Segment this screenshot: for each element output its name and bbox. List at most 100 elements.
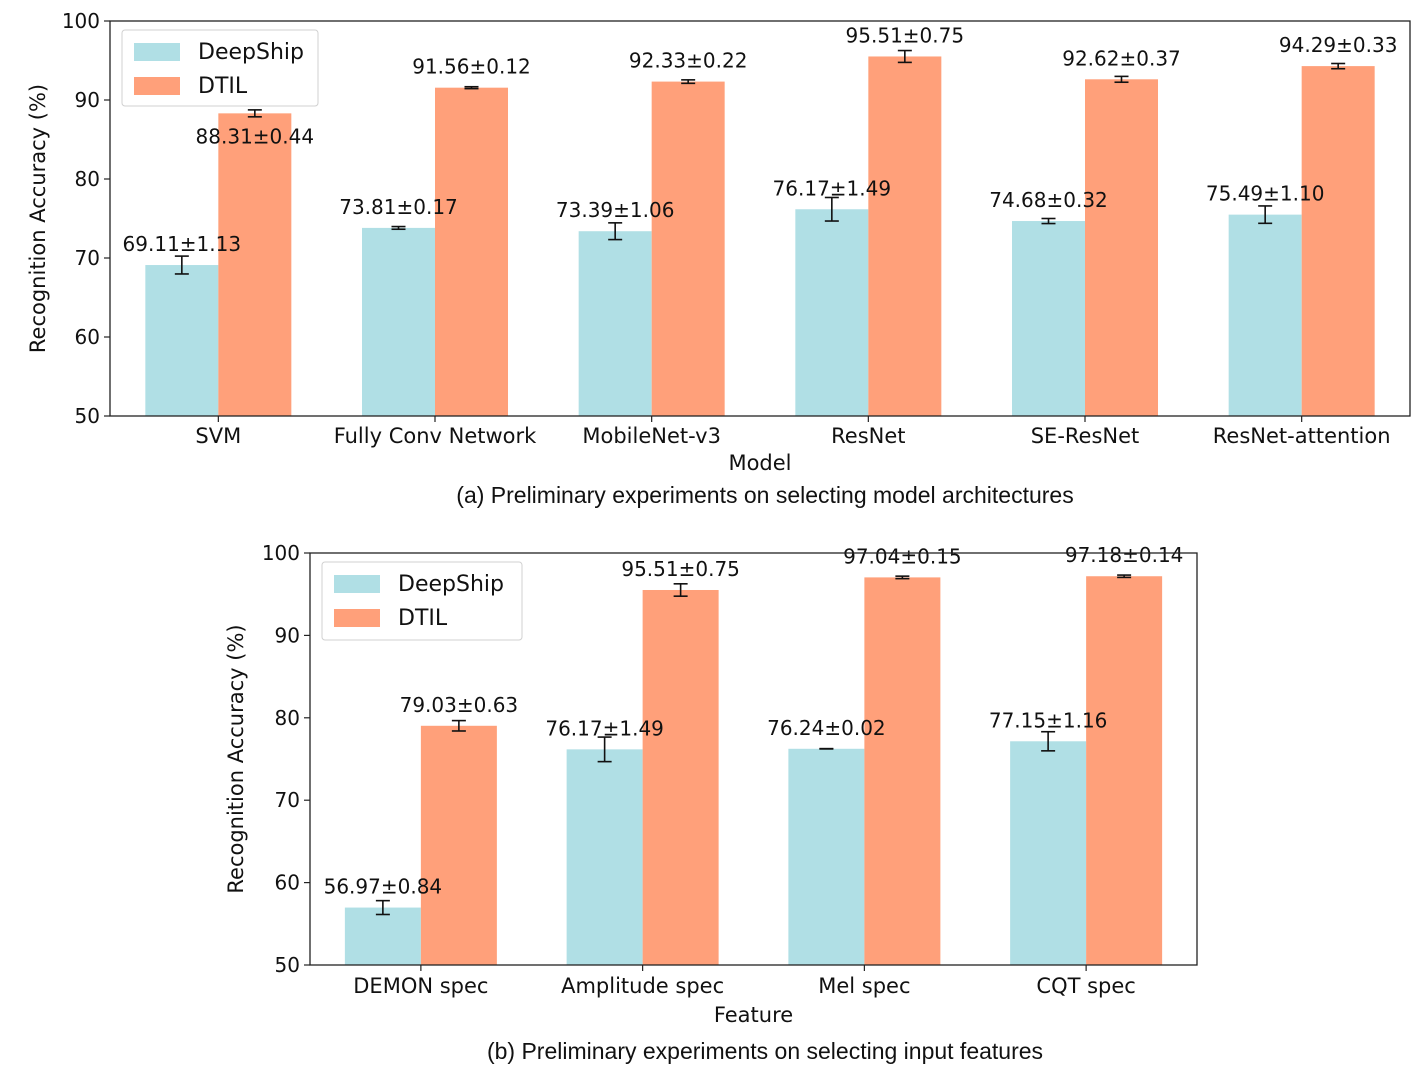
y-tick-label-a-60: 60 bbox=[75, 325, 100, 349]
bar-b-deepship-cqt-spec bbox=[1010, 741, 1087, 965]
y-tick-label-a-80: 80 bbox=[75, 167, 100, 191]
caption-a: (a) Preliminary experiments on selecting… bbox=[456, 482, 1073, 508]
legend-swatch-deepship-a bbox=[134, 43, 180, 61]
error-bar-a-dtil-resnet bbox=[897, 49, 912, 64]
error-bars-group-b bbox=[375, 574, 1132, 916]
bar-a-dtil-mobilenet-v3 bbox=[651, 81, 725, 416]
x-tick-label-a-svm: SVM bbox=[195, 424, 241, 448]
y-tick-label-b-90: 90 bbox=[275, 623, 300, 647]
data-label-a-dtil-resnet-attention: 94.29±0.33 bbox=[1279, 33, 1398, 57]
bar-a-dtil-resnet-attention bbox=[1301, 66, 1375, 416]
legend-a: DeepShip DTIL bbox=[121, 29, 319, 107]
plot-frame-a bbox=[109, 20, 1411, 417]
error-bar-a-deepship-mobilenet-v3 bbox=[608, 222, 623, 241]
data-label-b-dtil-demon-spec: 79.03±0.63 bbox=[400, 693, 519, 717]
bar-a-dtil-fully-conv-network bbox=[435, 87, 508, 417]
bar-b-deepship-mel-spec bbox=[788, 748, 865, 965]
bar-a-deepship-se-resnet bbox=[1012, 221, 1085, 416]
legend-swatch-dtil-b bbox=[334, 609, 380, 627]
x-tick-label-b-demon-spec: DEMON spec bbox=[353, 974, 488, 998]
bar-b-dtil-amplitude-spec bbox=[642, 589, 719, 965]
error-bar-a-deepship-resnet bbox=[824, 196, 839, 222]
bars-group-b bbox=[344, 576, 1163, 965]
x-tick-label-a-mobilenet-v3: MobileNet-v3 bbox=[582, 424, 721, 448]
y-axis-label-b: Recognition Accuracy (%) bbox=[224, 624, 248, 893]
data-label-a-deepship-fully-conv-network: 73.81±0.17 bbox=[339, 195, 458, 219]
x-tick-label-a-resnet-attention: ResNet-attention bbox=[1213, 424, 1391, 448]
bar-b-dtil-demon-spec bbox=[420, 725, 497, 965]
bar-a-deepship-resnet-attention bbox=[1228, 214, 1302, 416]
bar-a-deepship-fully-conv-network bbox=[362, 227, 435, 416]
data-label-a-dtil-fully-conv-network: 91.56±0.12 bbox=[412, 55, 531, 79]
x-tick-label-a-fully-conv-network: Fully Conv Network bbox=[334, 424, 537, 448]
error-bar-a-dtil-svm bbox=[247, 109, 262, 118]
x-tick-label-a-se-resnet: SE-ResNet bbox=[1031, 424, 1140, 448]
data-label-a-deepship-mobilenet-v3: 73.39±1.06 bbox=[556, 198, 675, 222]
x-ticks-group-a: SVM Fully Conv Network MobileNet-v3 ResNet S… bbox=[195, 416, 1391, 448]
data-label-b-dtil-amplitude-spec: 95.51±0.75 bbox=[621, 557, 740, 581]
data-label-b-deepship-cqt-spec: 77.15±1.16 bbox=[989, 708, 1108, 732]
y-tick-label-a-70: 70 bbox=[75, 246, 100, 270]
x-ticks-group-b: DEMON spec Amplitude spec Mel spec CQT spec bbox=[353, 965, 1136, 998]
y-tick-label-b-80: 80 bbox=[275, 706, 300, 730]
bar-a-dtil-svm bbox=[218, 113, 292, 416]
x-tick-label-a-resnet: ResNet bbox=[831, 424, 905, 448]
data-label-b-dtil-mel-spec: 97.04±0.15 bbox=[843, 544, 962, 568]
chart-panel-a: 69.11±1.13 88.31±0.44 73.81±0.17 91.56±0.12… bbox=[26, 9, 1411, 508]
error-bar-b-dtil-cqt-spec bbox=[1117, 574, 1132, 579]
bar-a-dtil-resnet bbox=[868, 56, 942, 416]
y-tick-label-a-100: 100 bbox=[62, 9, 100, 33]
data-label-a-deepship-resnet-attention: 75.49±1.10 bbox=[1206, 182, 1325, 206]
bar-a-deepship-svm bbox=[145, 265, 219, 416]
error-bar-a-deepship-svm bbox=[174, 255, 189, 275]
data-label-a-deepship-se-resnet: 74.68±0.32 bbox=[989, 188, 1108, 212]
legend-swatch-dtil-a bbox=[134, 77, 180, 95]
error-bar-a-dtil-resnet-attention bbox=[1331, 62, 1346, 70]
bar-a-deepship-mobilenet-v3 bbox=[578, 231, 652, 416]
x-axis-label-b: Feature bbox=[714, 1003, 793, 1027]
error-bar-a-deepship-se-resnet bbox=[1041, 217, 1056, 225]
bar-a-dtil-se-resnet bbox=[1085, 79, 1158, 416]
y-axis-label-a: Recognition Accuracy (%) bbox=[26, 84, 50, 353]
y-tick-label-b-50: 50 bbox=[275, 953, 300, 977]
bar-a-deepship-resnet bbox=[795, 209, 869, 416]
x-tick-label-b-mel-spec: Mel spec bbox=[818, 974, 910, 998]
data-label-a-dtil-mobilenet-v3: 92.33±0.22 bbox=[629, 49, 748, 73]
error-bar-b-deepship-amplitude-spec bbox=[597, 736, 612, 763]
error-bars-group-a bbox=[174, 49, 1346, 275]
legend-label-deepship-a: DeepShip bbox=[198, 40, 304, 65]
error-bar-b-dtil-amplitude-spec bbox=[673, 583, 688, 597]
legend-swatch-deepship-b bbox=[334, 575, 380, 593]
x-axis-label-a: Model bbox=[728, 451, 791, 475]
data-label-a-deepship-resnet: 76.17±1.49 bbox=[773, 176, 892, 200]
error-bar-a-dtil-mobilenet-v3 bbox=[681, 79, 696, 85]
bar-b-dtil-mel-spec bbox=[864, 577, 941, 965]
x-tick-label-b-cqt-spec: CQT spec bbox=[1036, 974, 1135, 998]
plot-frame-b bbox=[309, 552, 1198, 966]
data-label-b-deepship-amplitude-spec: 76.17±1.49 bbox=[545, 716, 664, 740]
data-label-a-dtil-se-resnet: 92.62±0.37 bbox=[1062, 46, 1181, 70]
y-tick-label-b-70: 70 bbox=[275, 788, 300, 812]
data-labels-group-b: 56.97±0.84 79.03±0.63 76.17±1.49 95.51±0.75… bbox=[324, 543, 1184, 898]
bar-b-dtil-cqt-spec bbox=[1086, 576, 1163, 965]
y-ticks-group-a: 50 60 70 80 90 100 bbox=[62, 9, 110, 428]
y-tick-label-a-50: 50 bbox=[75, 404, 100, 428]
error-bar-b-deepship-demon-spec bbox=[375, 899, 390, 916]
legend-label-dtil-b: DTIL bbox=[398, 606, 448, 631]
y-tick-label-a-90: 90 bbox=[75, 88, 100, 112]
error-bar-b-deepship-cqt-spec bbox=[1041, 730, 1056, 752]
data-label-b-deepship-mel-spec: 76.24±0.02 bbox=[767, 716, 886, 740]
y-ticks-group-b: 50 60 70 80 90 100 bbox=[262, 541, 310, 977]
bars-group-a bbox=[145, 56, 1375, 417]
bar-b-deepship-demon-spec bbox=[344, 907, 421, 965]
bar-b-deepship-amplitude-spec bbox=[566, 749, 643, 965]
chart-panel-b: 56.97±0.84 79.03±0.63 76.17±1.49 95.51±0.75… bbox=[224, 541, 1198, 1064]
legend-b: DeepShip DTIL bbox=[321, 561, 523, 641]
error-bar-a-dtil-se-resnet bbox=[1114, 75, 1129, 84]
error-bar-b-dtil-mel-spec bbox=[895, 575, 910, 580]
data-label-b-dtil-cqt-spec: 97.18±0.14 bbox=[1065, 543, 1184, 567]
caption-b: (b) Preliminary experiments on selecting… bbox=[487, 1038, 1043, 1064]
y-tick-label-b-60: 60 bbox=[275, 871, 300, 895]
data-label-a-deepship-svm: 69.11±1.13 bbox=[123, 232, 242, 256]
